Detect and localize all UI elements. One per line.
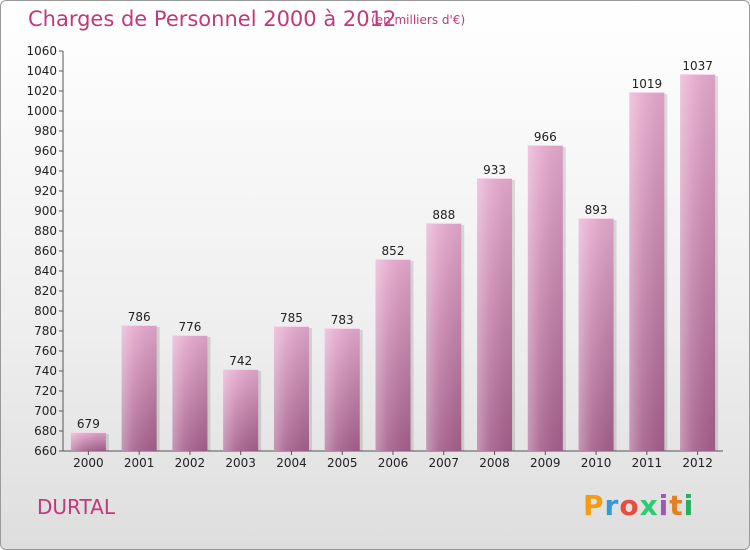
chart-title: Charges de Personnel 2000 à 2012 (28, 7, 397, 31)
logo-letter: o (619, 489, 640, 522)
y-tick-label: 940 (34, 164, 57, 178)
data-label: 852 (382, 244, 405, 258)
bar-gloss (172, 335, 208, 451)
x-tick-label: 2004 (276, 456, 307, 470)
y-tick-label: 820 (34, 284, 57, 298)
x-tick-label: 2006 (378, 456, 409, 470)
x-tick-label: 2009 (530, 456, 561, 470)
data-label: 742 (229, 354, 252, 368)
x-tick-label: 2005 (327, 456, 358, 470)
y-tick-label: 900 (34, 204, 57, 218)
x-tick-label: 2008 (479, 456, 510, 470)
y-tick-label: 920 (34, 184, 57, 198)
logo-letter: i (683, 489, 695, 522)
y-tick-label: 680 (34, 424, 57, 438)
y-tick-label: 700 (34, 404, 57, 418)
x-tick-label: 2000 (73, 456, 104, 470)
data-label: 888 (432, 208, 455, 222)
bar-gloss (70, 432, 106, 451)
data-label: 933 (483, 163, 506, 177)
bar-gloss (324, 328, 360, 451)
y-tick-label: 760 (34, 344, 57, 358)
data-label: 893 (585, 203, 608, 217)
x-tick-label: 2010 (581, 456, 612, 470)
bar-gloss (273, 326, 309, 451)
data-label: 679 (77, 417, 100, 431)
bar-gloss (477, 178, 513, 451)
data-label: 776 (178, 320, 201, 334)
logo-letter: x (639, 489, 659, 522)
y-tick-label: 1040 (26, 64, 57, 78)
bar-gloss (121, 325, 157, 451)
x-tick-label: 2012 (682, 456, 713, 470)
y-tick-label: 840 (34, 264, 57, 278)
data-label: 1019 (632, 77, 663, 91)
data-label: 966 (534, 130, 557, 144)
logo-letter: t (669, 489, 684, 522)
bar-gloss (629, 92, 665, 451)
x-tick-label: 2003 (225, 456, 256, 470)
y-tick-label: 660 (34, 444, 57, 458)
y-tick-label: 860 (34, 244, 57, 258)
y-tick-label: 880 (34, 224, 57, 238)
data-label: 785 (280, 311, 303, 325)
y-tick-label: 800 (34, 304, 57, 318)
logo-letter: i (658, 489, 670, 522)
data-label: 786 (128, 310, 151, 324)
proxiti-logo: Proxiti (583, 489, 694, 522)
logo-letter: r (604, 489, 620, 522)
y-tick-label: 1060 (26, 44, 57, 58)
y-tick-label: 1000 (26, 104, 57, 118)
bar-gloss (527, 145, 563, 451)
y-tick-label: 960 (34, 144, 57, 158)
y-tick-label: 720 (34, 384, 57, 398)
place-name: DURTAL (37, 495, 115, 519)
bar-gloss (375, 259, 411, 451)
bar-gloss (578, 218, 614, 451)
bar-gloss (680, 74, 716, 451)
data-label: 783 (331, 313, 354, 327)
y-tick-label: 780 (34, 324, 57, 338)
logo-letter: P (583, 489, 605, 522)
x-tick-label: 2011 (632, 456, 663, 470)
data-label: 1037 (682, 59, 713, 73)
bar-gloss (426, 223, 462, 451)
y-tick-label: 980 (34, 124, 57, 138)
y-tick-label: 740 (34, 364, 57, 378)
x-tick-label: 2007 (428, 456, 459, 470)
chart-subtitle: (en milliers d'€) (371, 13, 466, 27)
y-tick-label: 1020 (26, 84, 57, 98)
x-tick-label: 2001 (124, 456, 155, 470)
x-tick-label: 2002 (175, 456, 206, 470)
bar-gloss (223, 369, 259, 451)
